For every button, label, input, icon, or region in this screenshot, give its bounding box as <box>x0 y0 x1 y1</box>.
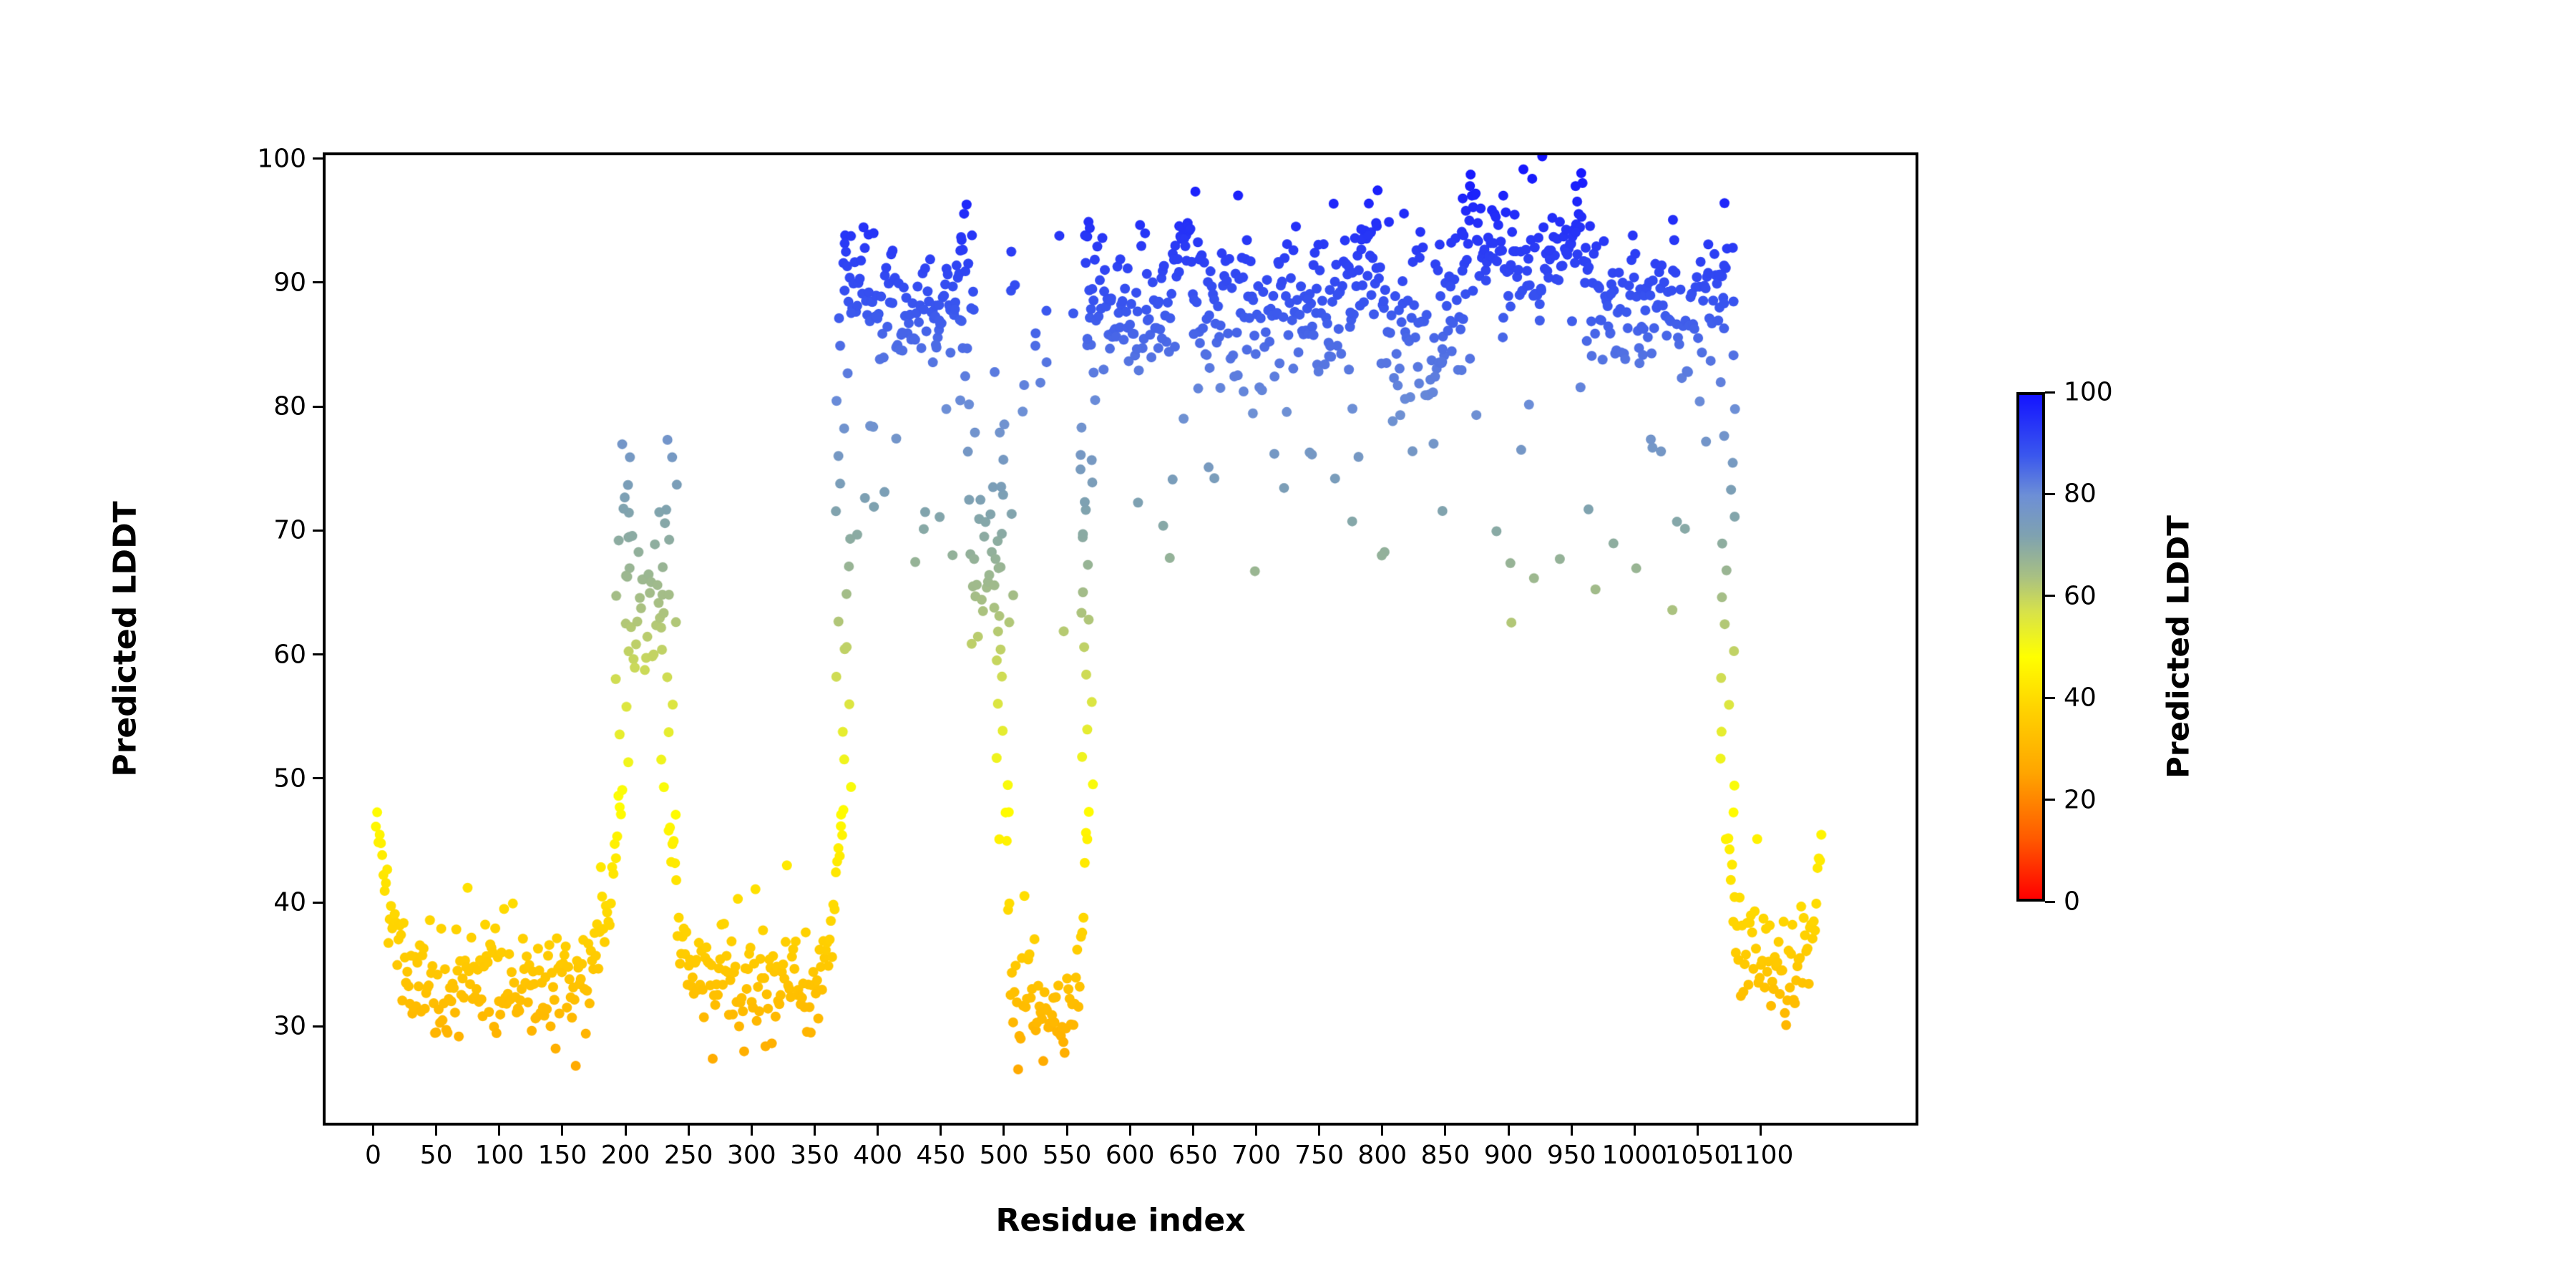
colorbar <box>2016 392 2045 902</box>
x-tick-label: 900 <box>1483 1141 1533 1170</box>
colorbar-tick-mark <box>2045 595 2055 597</box>
x-tick-mark <box>561 1126 564 1136</box>
x-tick-label: 350 <box>790 1141 839 1170</box>
x-tick-mark <box>1318 1126 1321 1136</box>
x-tick-label: 250 <box>663 1141 713 1170</box>
x-tick-mark <box>814 1126 816 1136</box>
x-tick-label: 1000 <box>1601 1141 1668 1170</box>
x-tick-mark <box>1507 1126 1510 1136</box>
x-tick-label: 100 <box>474 1141 525 1170</box>
x-tick-label: 0 <box>365 1141 381 1170</box>
x-tick-label: 700 <box>1231 1141 1281 1170</box>
x-tick-mark <box>1760 1126 1762 1136</box>
x-tick-mark <box>1444 1126 1447 1136</box>
x-tick-mark <box>1065 1126 1068 1136</box>
x-tick-label: 750 <box>1294 1141 1344 1170</box>
x-tick-mark <box>1255 1126 1257 1136</box>
x-tick-label: 400 <box>853 1141 902 1170</box>
colorbar-gradient <box>2016 392 2045 902</box>
y-tick-mark <box>313 529 323 532</box>
x-tick-label: 800 <box>1357 1141 1407 1170</box>
x-tick-label: 50 <box>419 1141 453 1170</box>
x-tick-mark <box>877 1126 879 1136</box>
x-tick-mark <box>1633 1126 1636 1136</box>
x-tick-label: 500 <box>979 1141 1029 1170</box>
y-tick-mark <box>313 777 323 780</box>
colorbar-tick-label: 60 <box>2064 581 2097 611</box>
scatter-plot-area[interactable] <box>326 155 1916 1123</box>
colorbar-tick-mark <box>2045 900 2055 903</box>
x-tick-label: 300 <box>727 1141 776 1170</box>
x-tick-label: 450 <box>916 1141 966 1170</box>
x-tick-mark <box>940 1126 942 1136</box>
x-tick-label: 850 <box>1420 1141 1470 1170</box>
x-tick-mark <box>498 1126 501 1136</box>
y-tick-mark <box>313 157 323 160</box>
y-tick-mark <box>313 901 323 904</box>
x-tick-label: 1100 <box>1727 1141 1794 1170</box>
y-tick-mark <box>313 653 323 656</box>
colorbar-tick-mark <box>2045 799 2055 801</box>
colorbar-tick-mark <box>2045 492 2055 495</box>
x-tick-label: 950 <box>1546 1141 1596 1170</box>
y-tick-label: 30 <box>273 1011 306 1041</box>
x-tick-mark <box>1381 1126 1384 1136</box>
x-tick-mark <box>372 1126 374 1136</box>
x-tick-mark <box>624 1126 627 1136</box>
y-tick-mark <box>313 1025 323 1028</box>
y-tick-label: 40 <box>273 887 306 917</box>
x-tick-mark <box>1697 1126 1699 1136</box>
colorbar-tick-label: 100 <box>2064 377 2113 407</box>
colorbar-title: Predicted LDDT <box>2160 515 2196 779</box>
x-tick-mark <box>1128 1126 1131 1136</box>
x-tick-mark <box>1002 1126 1005 1136</box>
colorbar-tick-label: 0 <box>2064 887 2080 917</box>
x-axis-title: Residue index <box>995 1202 1246 1239</box>
y-tick-label: 50 <box>273 763 306 794</box>
y-tick-label: 60 <box>273 640 306 670</box>
x-tick-mark <box>435 1126 438 1136</box>
colorbar-tick-mark <box>2045 391 2055 394</box>
x-tick-mark <box>1570 1126 1573 1136</box>
y-tick-label: 70 <box>273 515 306 545</box>
y-tick-mark <box>313 281 323 284</box>
y-tick-mark <box>313 405 323 408</box>
colorbar-tick-label: 40 <box>2064 683 2097 713</box>
x-tick-label: 150 <box>537 1141 587 1170</box>
plot-axes-frame <box>323 152 1918 1126</box>
x-tick-mark <box>1191 1126 1194 1136</box>
colorbar-tick-label: 20 <box>2064 785 2097 815</box>
x-tick-label: 650 <box>1169 1141 1218 1170</box>
y-axis-title: Predicted LDDT <box>107 501 144 777</box>
colorbar-tick-label: 80 <box>2064 479 2097 509</box>
x-tick-mark <box>750 1126 753 1136</box>
x-tick-mark <box>687 1126 690 1136</box>
y-tick-label: 80 <box>273 391 306 421</box>
y-tick-label: 100 <box>257 144 306 174</box>
x-tick-label: 200 <box>600 1141 650 1170</box>
x-tick-label: 550 <box>1042 1141 1092 1170</box>
colorbar-tick-mark <box>2045 696 2055 699</box>
y-tick-label: 90 <box>273 268 306 298</box>
x-tick-label: 600 <box>1105 1141 1155 1170</box>
x-tick-label: 1050 <box>1664 1141 1731 1170</box>
